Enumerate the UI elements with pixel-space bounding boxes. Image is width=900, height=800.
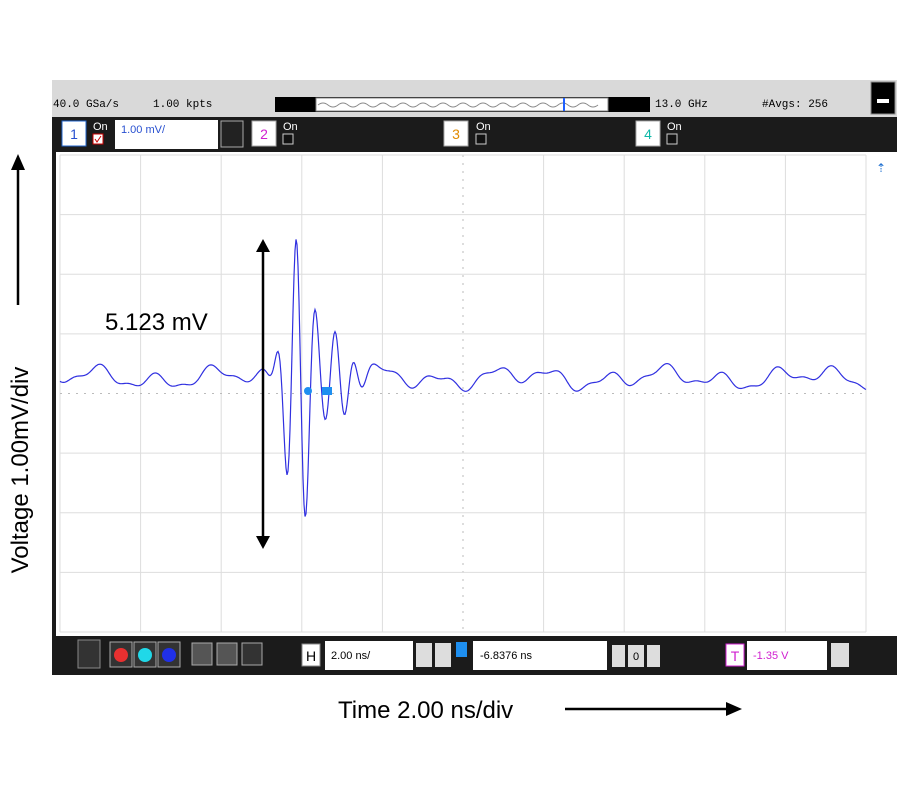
checkbox[interactable] xyxy=(666,133,678,145)
trigger-icon: T xyxy=(731,648,740,664)
channel-number: 4 xyxy=(644,126,652,142)
y-axis-label: Voltage 1.00mV/div xyxy=(7,367,34,574)
sample-rate: 40.0 GSa/s xyxy=(53,99,119,111)
button[interactable] xyxy=(831,643,849,667)
delay-box[interactable] xyxy=(473,641,607,670)
checkbox[interactable] xyxy=(475,133,487,145)
arrow-head xyxy=(11,154,25,170)
button[interactable] xyxy=(416,643,432,667)
channel-button[interactable] xyxy=(251,120,277,147)
channel-scale: 1.00 mV/ xyxy=(121,124,166,136)
color-dot xyxy=(162,648,176,662)
button xyxy=(628,645,644,667)
button[interactable] xyxy=(191,642,213,666)
menu-button[interactable] xyxy=(870,81,896,115)
x-axis-label: Time 2.00 ns/div xyxy=(338,697,513,724)
arrow-head xyxy=(726,702,742,716)
channel-row: 1 On 1.00 mV/ 2 On 3 On 4 On xyxy=(61,120,682,149)
channel-number: 3 xyxy=(452,126,460,142)
icon xyxy=(456,642,467,657)
button[interactable] xyxy=(77,639,101,669)
footer-bar: H 2.00 ns/ -6.8376 ns 0 T -1.35 V xyxy=(77,639,849,670)
marker xyxy=(322,387,332,395)
channel-state: On xyxy=(667,121,682,133)
channel-state: On xyxy=(476,121,491,133)
channel-state: On xyxy=(283,121,298,133)
averages: #Avgs: 256 xyxy=(762,99,828,111)
trigger-box[interactable] xyxy=(747,641,827,670)
button[interactable] xyxy=(647,645,660,667)
channel-state: On xyxy=(93,121,108,133)
horizontal-icon: H xyxy=(306,648,316,664)
icon-box xyxy=(725,643,745,667)
coupling-button[interactable] xyxy=(220,120,244,148)
trigger-marker: ⇡ xyxy=(876,161,886,175)
delay-ref: 0 xyxy=(633,651,639,663)
checkbox[interactable] xyxy=(92,133,104,145)
button[interactable] xyxy=(241,642,263,666)
button[interactable] xyxy=(216,642,238,666)
checkbox[interactable] xyxy=(282,133,294,145)
check-mark xyxy=(94,135,102,143)
channel-number: 1 xyxy=(70,126,78,142)
bandwidth: 13.0 GHz xyxy=(655,99,708,111)
marker xyxy=(304,387,312,395)
icon-box xyxy=(301,643,321,667)
points: 1.00 kpts xyxy=(153,99,212,111)
graticule xyxy=(59,154,867,633)
color-dot xyxy=(138,648,152,662)
time-scale-box[interactable] xyxy=(325,641,413,670)
button[interactable] xyxy=(435,643,451,667)
amplitude-label: 5.123 mV xyxy=(105,309,208,336)
channel-button[interactable] xyxy=(443,120,469,147)
button[interactable] xyxy=(612,645,625,667)
delay: -6.8376 ns xyxy=(480,650,532,662)
waveform xyxy=(59,239,867,517)
overview-window xyxy=(315,97,609,112)
channel-button[interactable] xyxy=(635,120,661,147)
overview-trace xyxy=(317,102,599,108)
time-scale: 2.00 ns/ xyxy=(331,650,371,662)
trigger-level: -1.35 V xyxy=(753,650,789,662)
channel-number: 2 xyxy=(260,126,268,142)
channel-button[interactable] xyxy=(61,120,87,147)
scale-box[interactable] xyxy=(115,120,218,149)
color-dot xyxy=(114,648,128,662)
menu-icon xyxy=(877,99,889,103)
